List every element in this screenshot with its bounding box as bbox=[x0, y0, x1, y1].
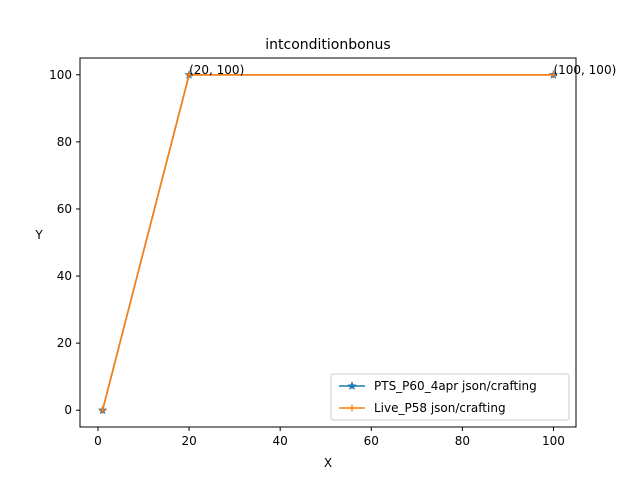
legend: PTS_P60_4apr json/crafting Live_P58 json/… bbox=[330, 373, 570, 421]
point-annotations: (20, 100) (100, 100) bbox=[189, 63, 616, 77]
legend-entry-label: PTS_P60_4apr json/crafting bbox=[374, 379, 537, 393]
x-tick-label: 80 bbox=[455, 434, 470, 448]
y-tick-label: 0 bbox=[64, 403, 72, 417]
y-tick-label: 100 bbox=[49, 68, 72, 82]
data-point bbox=[99, 406, 107, 414]
plot-frame bbox=[79, 57, 577, 428]
data-point bbox=[185, 71, 193, 79]
y-tick-label: 20 bbox=[57, 336, 72, 350]
x-tick-label: 0 bbox=[94, 434, 102, 448]
chart-title: intconditionbonus bbox=[265, 37, 390, 53]
point-annotation: (20, 100) bbox=[189, 63, 244, 77]
x-tick-label: 60 bbox=[364, 434, 379, 448]
x-tick-label: 20 bbox=[181, 434, 196, 448]
y-tick-label: 40 bbox=[57, 269, 72, 283]
legend-swatch-marker bbox=[348, 404, 356, 412]
x-tick-label: 40 bbox=[273, 434, 288, 448]
plot-series bbox=[97, 69, 559, 415]
series-1 bbox=[99, 71, 557, 414]
legend-entry-label: Live_P58 json/crafting bbox=[374, 401, 506, 415]
axis-ticks: 0 20 40 60 80 100 0 20 40 60 80 100 bbox=[49, 68, 565, 448]
x-tick-label: 100 bbox=[542, 434, 565, 448]
data-point bbox=[549, 71, 557, 79]
legend-swatch-marker bbox=[347, 381, 357, 390]
y-tick-label: 80 bbox=[57, 135, 72, 149]
legend-box bbox=[330, 373, 570, 421]
point-annotation: (100, 100) bbox=[553, 63, 616, 77]
y-axis-label: Y bbox=[34, 228, 43, 242]
x-axis-label: X bbox=[324, 456, 332, 470]
y-tick-label: 60 bbox=[57, 202, 72, 216]
